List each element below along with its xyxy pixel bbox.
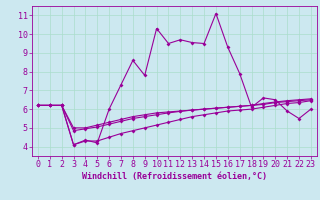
X-axis label: Windchill (Refroidissement éolien,°C): Windchill (Refroidissement éolien,°C) xyxy=(82,172,267,181)
